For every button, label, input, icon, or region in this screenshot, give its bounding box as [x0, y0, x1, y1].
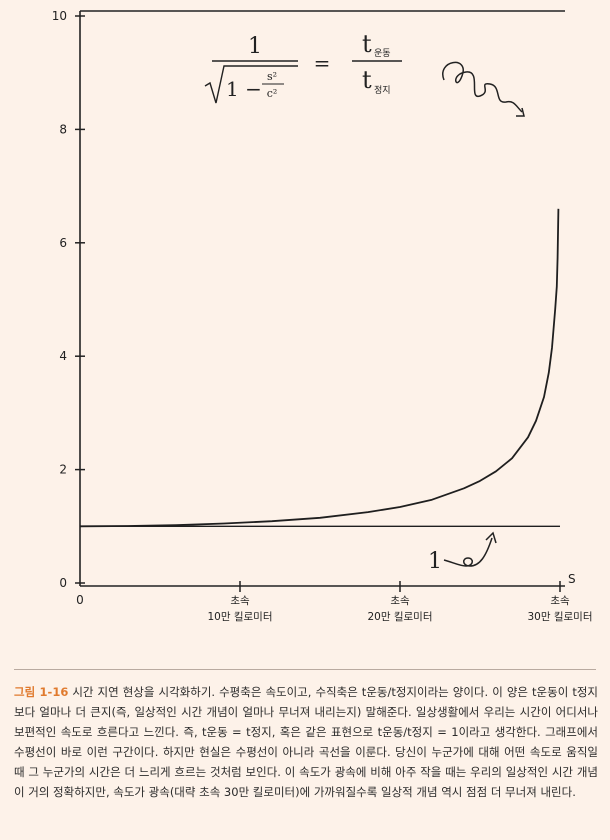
- y-tick-label: 10: [52, 9, 67, 23]
- x-axis-end-label: S: [568, 572, 576, 586]
- baseline-marker-label: 1: [428, 549, 442, 574]
- x-zero-label: 0: [76, 593, 84, 607]
- formula-rhs-bottom-sub: 정지: [374, 85, 391, 96]
- y-ticks: 0 2 4 6 8 10: [52, 9, 85, 590]
- y-tick-label: 8: [59, 122, 67, 136]
- formula-equals: =: [314, 51, 331, 75]
- formula-sqrt-sign: [204, 65, 298, 104]
- x-tick-label-line1: 초속: [230, 595, 250, 607]
- time-dilation-chart: S 0 0 2 4 6 8 10 초속 10만 킬로미터 초속 20만 킬로미터 초속 30만 킬로…: [52, 9, 593, 623]
- time-dilation-curve: [79, 208, 560, 528]
- y-tick-label: 2: [59, 463, 67, 477]
- baseline-marker-loop: [443, 537, 493, 567]
- squiggle-arrowhead: [516, 107, 525, 117]
- formula-c2: c²: [267, 87, 278, 100]
- figure-caption: 그림 1-16 시간 지연 현상을 시각화하기. 수평축은 속도이고, 수직축은 …: [14, 682, 598, 802]
- series-group: [79, 208, 560, 528]
- x-tick-label-line1: 초속: [390, 595, 410, 607]
- formula-annotation: 1 1 − s² c² = t 운동 t 정지: [204, 30, 402, 104]
- formula-s2: s²: [267, 70, 277, 83]
- caption-divider: [14, 669, 596, 670]
- x-tick-label-line2: 20만 킬로미터: [368, 610, 433, 623]
- y-tick-label: 6: [59, 236, 67, 250]
- formula-numerator: 1: [248, 34, 262, 59]
- caption-label: 그림 1-16: [14, 685, 69, 699]
- formula-rhs-bottom: t: [362, 66, 372, 94]
- baseline-marker-arrowhead: [485, 531, 497, 544]
- x-tick-label-line2: 30만 킬로미터: [528, 610, 593, 623]
- y-tick-label: 0: [59, 576, 67, 590]
- x-ticks: 초속 10만 킬로미터 초속 20만 킬로미터 초속 30만 킬로미터: [208, 581, 593, 623]
- squiggle-arrow: [442, 61, 523, 113]
- x-tick-label-line1: 초속: [550, 595, 570, 607]
- formula-rhs-top-sub: 운동: [374, 48, 391, 59]
- formula-denominator: 1 −: [226, 77, 262, 101]
- formula-rhs-top: t: [362, 30, 372, 58]
- y-tick-label: 4: [59, 349, 67, 363]
- x-tick-label-line2: 10만 킬로미터: [208, 610, 273, 623]
- caption-text: 시간 지연 현상을 시각화하기. 수평축은 속도이고, 수직축은 t운동/t정지…: [14, 685, 598, 799]
